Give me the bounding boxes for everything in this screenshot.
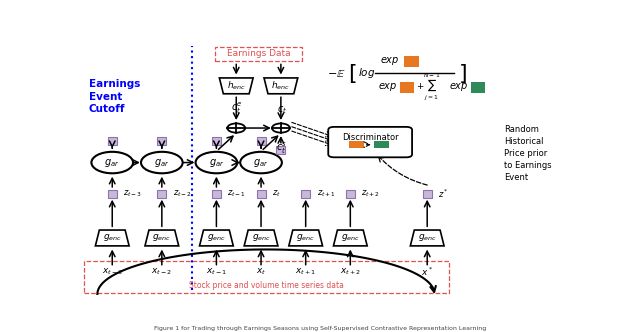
Text: $[$: $[$ <box>348 61 356 85</box>
Text: $h_{enc}$: $h_{enc}$ <box>271 80 291 92</box>
Bar <box>108 190 116 198</box>
Bar <box>212 190 221 198</box>
Text: $z_t$: $z_t$ <box>272 189 281 199</box>
Text: $z_{t-2}$: $z_{t-2}$ <box>173 189 192 199</box>
Text: $x_t$: $x_t$ <box>256 267 266 277</box>
Bar <box>257 137 266 145</box>
Text: $z_{t+1}$: $z_{t+1}$ <box>317 189 335 199</box>
Bar <box>301 190 310 198</box>
Bar <box>212 137 221 145</box>
Text: Figure 1 for Trading through Earnings Seasons using Self-Supervised Contrastive : Figure 1 for Trading through Earnings Se… <box>154 326 486 331</box>
Text: $]$: $]$ <box>458 61 467 85</box>
Polygon shape <box>333 230 367 246</box>
Text: Random
Historical
Price prior
to Earnings
Event: Random Historical Price prior to Earning… <box>504 125 552 182</box>
Bar <box>257 190 266 198</box>
Bar <box>423 190 431 198</box>
Polygon shape <box>264 78 298 94</box>
Text: $g_{ar}$: $g_{ar}$ <box>104 157 120 169</box>
Polygon shape <box>289 230 323 246</box>
Text: $g_{enc}$: $g_{enc}$ <box>418 232 436 243</box>
Bar <box>374 141 388 148</box>
Text: $log$: $log$ <box>358 66 375 80</box>
Text: $x^*$: $x^*$ <box>421 266 433 278</box>
Circle shape <box>272 124 290 133</box>
Polygon shape <box>244 230 278 246</box>
Text: $g_{ar}$: $g_{ar}$ <box>253 157 269 169</box>
Text: $g_{enc}$: $g_{enc}$ <box>103 232 122 243</box>
Text: Earnings
Event
Cutoff: Earnings Event Cutoff <box>89 79 140 114</box>
FancyBboxPatch shape <box>328 127 412 157</box>
Text: $x_{t+2}$: $x_{t+2}$ <box>340 267 361 277</box>
Bar <box>349 141 364 148</box>
Bar <box>471 82 484 93</box>
Bar <box>346 190 355 198</box>
Text: $g_{enc}$: $g_{enc}$ <box>341 232 360 243</box>
Text: $z_{t-3}$: $z_{t-3}$ <box>123 189 142 199</box>
Text: $z_{t+2}$: $z_{t+2}$ <box>361 189 380 199</box>
Bar <box>157 190 166 198</box>
Circle shape <box>141 152 182 173</box>
Bar <box>400 82 414 93</box>
Bar <box>215 47 302 61</box>
Text: $g_{enc}$: $g_{enc}$ <box>152 232 172 243</box>
Text: $c_t^e$: $c_t^e$ <box>232 100 243 116</box>
Text: $x_{t+1}$: $x_{t+1}$ <box>295 267 316 277</box>
Text: $g_{enc}$: $g_{enc}$ <box>296 232 315 243</box>
Text: $c_t$: $c_t$ <box>276 104 287 116</box>
Text: $-\mathbb{E}$: $-\mathbb{E}$ <box>326 68 346 79</box>
Text: $exp$: $exp$ <box>380 55 399 67</box>
Circle shape <box>196 152 237 173</box>
Bar <box>404 56 419 67</box>
Text: $h_{enc}$: $h_{enc}$ <box>227 80 246 92</box>
Text: $x_{t-1}$: $x_{t-1}$ <box>206 267 227 277</box>
Text: $x_{t-3}$: $x_{t-3}$ <box>102 267 123 277</box>
Text: Discriminator: Discriminator <box>342 133 399 142</box>
Text: $g_{ar}$: $g_{ar}$ <box>209 157 224 169</box>
Text: $z_{t-1}$: $z_{t-1}$ <box>227 189 246 199</box>
Polygon shape <box>145 230 179 246</box>
Circle shape <box>227 124 245 133</box>
Text: $exp$: $exp$ <box>449 81 468 93</box>
Text: $c_t^s$: $c_t^s$ <box>276 140 287 156</box>
Text: $g_{enc}$: $g_{enc}$ <box>207 232 226 243</box>
Bar <box>157 137 166 145</box>
Text: Stock price and volume time series data: Stock price and volume time series data <box>189 281 344 290</box>
Bar <box>84 262 449 293</box>
Polygon shape <box>220 78 253 94</box>
Text: $exp$: $exp$ <box>378 81 397 93</box>
Circle shape <box>240 152 282 173</box>
Text: $g_{ar}$: $g_{ar}$ <box>154 157 170 169</box>
Bar <box>276 146 285 154</box>
Text: $+\sum_{j=1}^{N-1}$: $+\sum_{j=1}^{N-1}$ <box>416 72 440 103</box>
Text: $z^*$: $z^*$ <box>438 188 449 200</box>
Circle shape <box>92 152 133 173</box>
Polygon shape <box>200 230 233 246</box>
Text: $x_{t-2}$: $x_{t-2}$ <box>151 267 172 277</box>
Bar <box>108 137 116 145</box>
Polygon shape <box>410 230 444 246</box>
Polygon shape <box>95 230 129 246</box>
Text: $g_{enc}$: $g_{enc}$ <box>252 232 271 243</box>
Text: Earnings Data: Earnings Data <box>227 49 291 58</box>
